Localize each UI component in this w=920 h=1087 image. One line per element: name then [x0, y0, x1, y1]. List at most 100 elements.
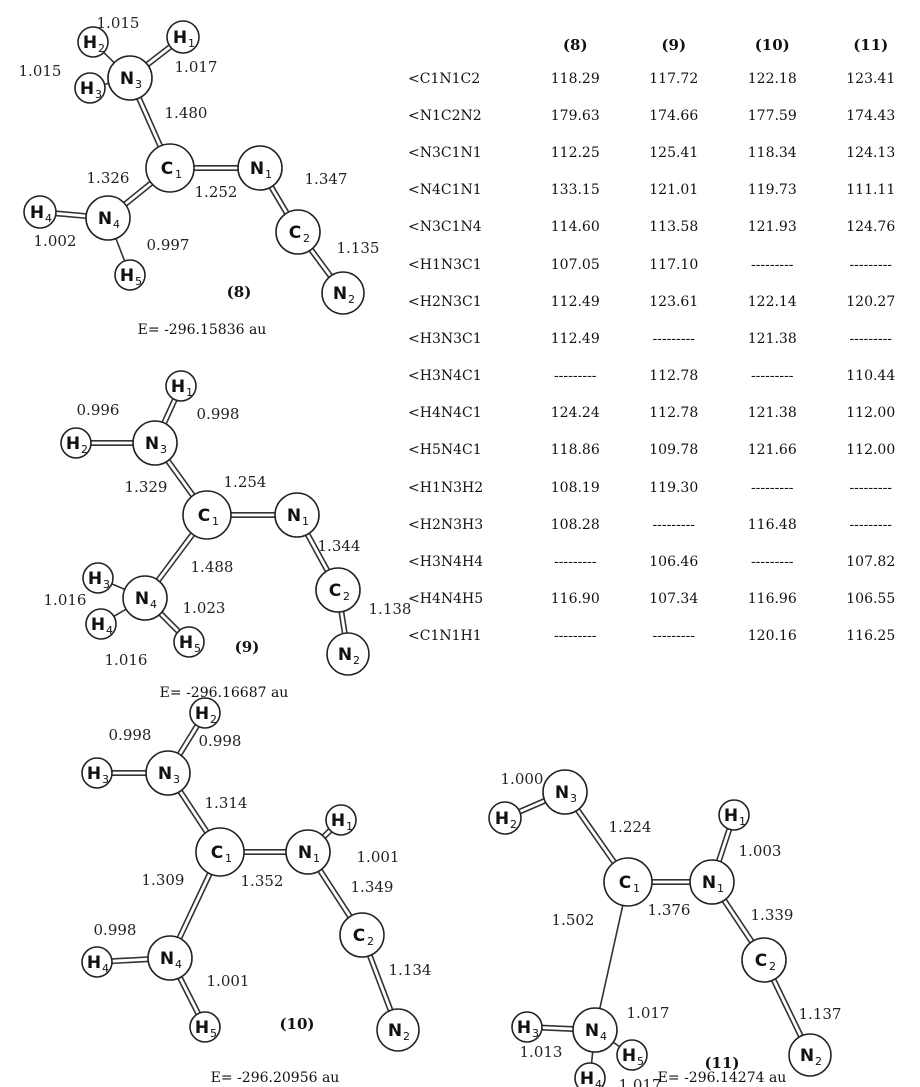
- atom-subscript: 4: [600, 1030, 607, 1043]
- angle-value: 119.30: [649, 479, 699, 496]
- bond-line: [111, 956, 148, 960]
- angle-value: 106.46: [649, 554, 699, 571]
- atom-circle: [572, 1007, 618, 1053]
- bond-line: [542, 1024, 574, 1028]
- atom-subscript: 1: [739, 815, 746, 828]
- row-label: <H4N4H5: [408, 591, 484, 608]
- angle-value: 106.55: [846, 591, 896, 608]
- atom-subscript: 2: [348, 293, 355, 306]
- bond-length-label: 1.480: [165, 104, 208, 122]
- angle-value: 112.00: [846, 442, 896, 459]
- atom-circle: [616, 1039, 648, 1071]
- atom-symbol: H: [83, 33, 97, 53]
- molecule-number: (10): [279, 1015, 314, 1033]
- angle-value: ---------: [750, 368, 794, 385]
- atom-circle: [82, 562, 114, 594]
- bond-length-label: 1.252: [195, 183, 238, 201]
- bond-line: [115, 238, 126, 262]
- atom-symbol: H: [517, 1018, 531, 1038]
- atom-symbol: H: [87, 953, 101, 973]
- angle-value: 112.00: [846, 405, 896, 422]
- bond-length-label: 1.488: [191, 558, 234, 576]
- atom-symbol: N: [388, 1021, 402, 1041]
- angle-value: ---------: [750, 479, 794, 496]
- angle-value: ---------: [849, 516, 893, 533]
- bond-line: [177, 792, 206, 834]
- angle-value: ---------: [750, 256, 794, 273]
- atom-symbol: H: [580, 1069, 594, 1087]
- angle-value: 177.59: [747, 107, 797, 124]
- angle-value: 121.38: [747, 330, 797, 347]
- angle-value: 118.86: [550, 442, 600, 459]
- angle-value: ---------: [553, 368, 597, 385]
- angle-value: 117.72: [649, 70, 699, 87]
- bond-line: [716, 828, 728, 861]
- angle-value: 179.63: [550, 107, 600, 124]
- atom-symbol: C: [329, 581, 341, 601]
- atom-symbol: H: [88, 569, 102, 589]
- table-row: <N4C1N1 133.15 121.01 119.73 111.11: [400, 172, 920, 209]
- atom-subscript: 3: [135, 78, 142, 91]
- angle-value: 109.78: [649, 442, 699, 459]
- atom-symbol: C: [161, 159, 173, 179]
- angle-value: ---------: [849, 479, 893, 496]
- bond-length-label: 1.023: [183, 599, 226, 617]
- bond-length-label: 1.001: [357, 848, 400, 866]
- bond-line: [126, 184, 154, 207]
- bond-length-label: 1.016: [105, 651, 148, 669]
- row-label: <H2N3C1: [408, 293, 482, 310]
- atom-circle: [77, 26, 109, 58]
- angle-value: 108.19: [550, 479, 600, 496]
- atom-subscript: 3: [570, 792, 577, 805]
- bond-length-label: 1.138: [369, 600, 412, 618]
- atom-circle: [274, 492, 320, 538]
- bond-line: [103, 51, 115, 64]
- angle-value: 107.05: [550, 256, 600, 273]
- atom-subscript: 3: [173, 773, 180, 786]
- bond-length-label: 1.254: [224, 473, 267, 491]
- angle-value: 117.10: [649, 256, 699, 273]
- atom-circle: [81, 946, 113, 978]
- angle-value: 121.93: [747, 219, 797, 236]
- table-row: <H3N4C1 --------- 112.78 --------- 110.44: [400, 358, 920, 395]
- atom-circle: [339, 912, 385, 958]
- atom-circle: [182, 490, 232, 540]
- column-header: (10): [754, 36, 790, 54]
- atom-symbol: N: [120, 69, 134, 89]
- atom-circle: [237, 145, 283, 191]
- bond-length-label: 1.016: [44, 591, 87, 609]
- atom-subscript: 4: [175, 958, 182, 971]
- bond-length-label: 1.015: [19, 62, 62, 80]
- bond-line: [181, 976, 201, 1013]
- atom-circle: [165, 370, 197, 402]
- column-header: (8): [562, 36, 588, 54]
- bond-line: [176, 872, 209, 938]
- table-row: <C1N1H1 --------- --------- 120.16 116.25: [400, 618, 920, 655]
- bond-length-label: 1.376: [648, 901, 691, 919]
- atom-circle: [195, 827, 245, 877]
- atom-subscript: 4: [595, 1078, 602, 1087]
- bond-line: [123, 180, 151, 204]
- angle-value: ---------: [652, 628, 696, 645]
- atom-circle: [326, 632, 370, 676]
- atom-subscript: 2: [769, 960, 776, 973]
- bond-length-label: 1.001: [207, 972, 250, 990]
- bond-line: [518, 797, 545, 811]
- angle-value: 121.66: [747, 442, 797, 459]
- atom-symbol: H: [171, 377, 185, 397]
